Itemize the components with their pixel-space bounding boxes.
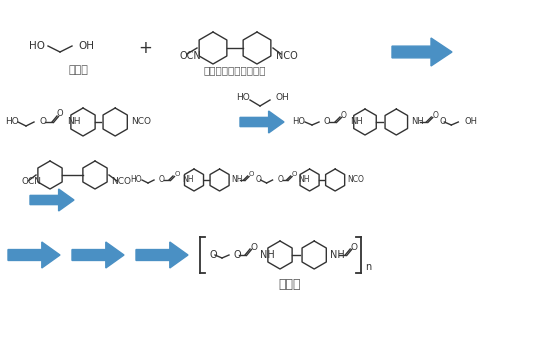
Text: +: + — [138, 39, 152, 57]
Text: O: O — [250, 243, 257, 252]
Text: NH: NH — [350, 118, 363, 126]
Text: OH: OH — [276, 93, 290, 103]
Text: O: O — [210, 250, 218, 260]
Text: HO: HO — [292, 118, 305, 126]
Text: O: O — [341, 111, 347, 119]
Text: O: O — [278, 175, 283, 184]
Text: O: O — [292, 171, 297, 177]
Text: HO: HO — [29, 41, 45, 51]
Text: NH: NH — [330, 250, 345, 260]
Text: NH: NH — [260, 250, 275, 260]
Text: 二苯基甲烷二异氧酸酯: 二苯基甲烷二异氧酸酯 — [204, 65, 266, 75]
Text: O: O — [159, 175, 165, 184]
Text: O: O — [57, 110, 63, 119]
Polygon shape — [72, 242, 124, 268]
Text: O: O — [439, 118, 446, 126]
Text: O: O — [351, 243, 358, 252]
Text: 乙二醇: 乙二醇 — [68, 65, 88, 75]
Text: O: O — [324, 118, 331, 126]
Polygon shape — [240, 111, 284, 133]
Polygon shape — [8, 242, 60, 268]
Text: NH: NH — [299, 175, 310, 184]
Text: 聚氨酯: 聚氨酯 — [279, 279, 301, 292]
Text: NH: NH — [182, 175, 194, 184]
Text: NCO: NCO — [276, 51, 298, 61]
Text: O: O — [432, 111, 438, 119]
Text: O: O — [174, 171, 180, 177]
Polygon shape — [392, 38, 452, 66]
Text: NH: NH — [411, 118, 424, 126]
Text: HO: HO — [236, 93, 250, 103]
Text: NCO: NCO — [347, 175, 364, 184]
Text: OH: OH — [464, 118, 477, 126]
Text: O: O — [256, 175, 261, 184]
Text: n: n — [365, 262, 371, 272]
Text: O: O — [39, 118, 46, 126]
Polygon shape — [30, 189, 74, 211]
Text: HO: HO — [130, 175, 142, 184]
Text: NH: NH — [67, 118, 80, 126]
Text: NH: NH — [232, 175, 243, 184]
Text: O: O — [234, 250, 241, 260]
Polygon shape — [136, 242, 188, 268]
Text: NCO: NCO — [111, 177, 131, 187]
Text: O: O — [249, 171, 254, 177]
Text: OCN: OCN — [22, 177, 42, 187]
Text: NCO: NCO — [131, 118, 151, 126]
Text: OH: OH — [78, 41, 94, 51]
Text: OCN: OCN — [179, 51, 201, 61]
Text: HO: HO — [5, 118, 19, 126]
